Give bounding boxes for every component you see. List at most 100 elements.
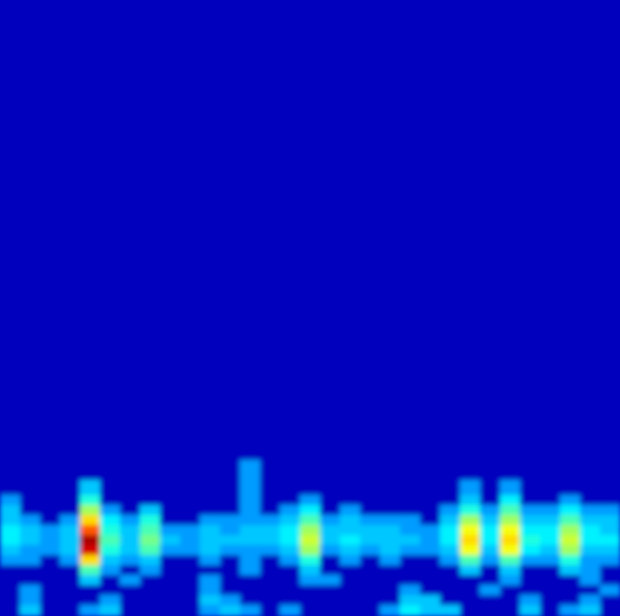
heatmap-cell — [120, 480, 141, 496]
heatmap-chart — [0, 0, 620, 616]
heatmap-cell — [500, 575, 521, 586]
heatmap-cell — [240, 480, 261, 496]
heatmap-cell — [420, 585, 441, 596]
heatmap-cell — [60, 585, 81, 596]
heatmap-cell — [220, 605, 241, 616]
heatmap-cell — [60, 515, 81, 526]
heatmap-cell — [100, 605, 121, 616]
heatmap-cell — [300, 480, 321, 496]
heatmap-cell — [460, 515, 481, 526]
heatmap-cell — [600, 585, 620, 596]
heatmap-cell — [320, 545, 341, 556]
heatmap-cell — [180, 545, 201, 556]
heatmap-cell — [380, 495, 401, 506]
heatmap-cell — [600, 515, 620, 526]
heatmap-cell — [160, 495, 181, 506]
heatmap-cell — [120, 460, 141, 481]
heatmap-cell — [520, 460, 541, 481]
heatmap-cell — [560, 575, 581, 586]
heatmap-cell — [520, 605, 541, 616]
heatmap-cell — [0, 505, 21, 516]
heatmap-cell — [260, 505, 281, 516]
heatmap-cell — [480, 460, 501, 481]
heatmap-cell — [400, 545, 421, 556]
heatmap-cell — [540, 0, 561, 461]
heatmap-cell — [280, 495, 301, 506]
heatmap-cell — [440, 605, 461, 616]
heatmap-cell — [100, 505, 121, 516]
heatmap-cell — [560, 515, 581, 526]
heatmap-cell — [580, 575, 601, 586]
heatmap-cell — [160, 525, 181, 536]
heatmap-cell — [80, 515, 101, 526]
heatmap-cell — [520, 495, 541, 506]
heatmap-cell — [220, 545, 241, 556]
heatmap-cell — [160, 575, 181, 586]
heatmap-cell — [280, 565, 301, 576]
heatmap-cell — [140, 545, 161, 556]
heatmap-cell — [560, 535, 581, 546]
heatmap-cell — [220, 460, 241, 481]
heatmap-cell — [40, 480, 61, 496]
heatmap-cell — [460, 525, 481, 536]
heatmap-cell — [460, 495, 481, 506]
heatmap-cell — [580, 605, 601, 616]
heatmap-cell — [120, 605, 141, 616]
heatmap-cell — [300, 575, 321, 586]
heatmap-cell — [20, 535, 41, 546]
heatmap-cell — [380, 525, 401, 536]
heatmap-cell — [180, 0, 201, 461]
heatmap-cell — [200, 555, 221, 566]
heatmap-cell — [140, 505, 161, 516]
heatmap-cell — [280, 0, 301, 461]
heatmap-cell — [80, 545, 101, 556]
heatmap-cell — [480, 535, 501, 546]
heatmap-cell — [40, 555, 61, 566]
heatmap-cell — [200, 0, 221, 461]
heatmap-cell — [200, 595, 221, 606]
heatmap-cell — [460, 575, 481, 586]
heatmap-cell — [520, 565, 541, 576]
heatmap-cell — [180, 505, 201, 516]
heatmap-cell — [560, 0, 581, 461]
heatmap-cell — [20, 545, 41, 556]
heatmap-cell — [480, 525, 501, 536]
heatmap-cell — [260, 595, 281, 606]
heatmap-cell — [0, 565, 21, 576]
heatmap-cell — [260, 575, 281, 586]
heatmap-cell — [140, 585, 161, 596]
heatmap-cell — [180, 605, 201, 616]
heatmap-cell — [460, 480, 481, 496]
heatmap-cell — [500, 525, 521, 536]
heatmap-cell — [220, 0, 241, 461]
heatmap-cell — [200, 495, 221, 506]
heatmap-cell — [420, 515, 441, 526]
heatmap-cell — [60, 575, 81, 586]
heatmap-cell — [80, 605, 101, 616]
heatmap-cell — [360, 605, 381, 616]
heatmap-cell — [220, 535, 241, 546]
heatmap-cell — [40, 575, 61, 586]
heatmap-cell — [360, 460, 381, 481]
heatmap-cell — [80, 585, 101, 596]
heatmap-cell — [140, 495, 161, 506]
heatmap-cell — [360, 505, 381, 516]
heatmap-cell — [360, 480, 381, 496]
heatmap-cell — [160, 0, 181, 461]
heatmap-cell — [500, 480, 521, 496]
heatmap-cell — [60, 605, 81, 616]
heatmap-cell — [260, 535, 281, 546]
heatmap-cell — [420, 480, 441, 496]
heatmap-cell — [580, 495, 601, 506]
heatmap-cell — [220, 575, 241, 586]
heatmap-cell — [500, 495, 521, 506]
heatmap-cell — [60, 525, 81, 536]
heatmap-cell — [460, 0, 481, 461]
heatmap-cell — [300, 0, 321, 461]
heatmap-cell — [340, 595, 361, 606]
heatmap-cell — [560, 545, 581, 556]
heatmap-cell — [220, 480, 241, 496]
heatmap-cell — [0, 495, 21, 506]
heatmap-cell — [460, 595, 481, 606]
heatmap-cell — [240, 460, 261, 481]
